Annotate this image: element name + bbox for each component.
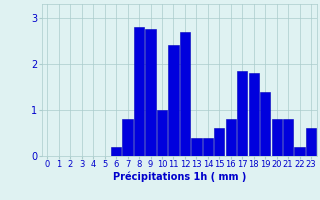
Bar [134,27,144,156]
Bar [203,138,213,156]
Bar [260,92,270,156]
Bar [226,119,236,156]
Bar [168,45,179,156]
X-axis label: Précipitations 1h ( mm ): Précipitations 1h ( mm ) [113,172,246,182]
Bar [111,147,121,156]
Bar [294,147,305,156]
Bar [157,110,167,156]
Bar [237,71,247,156]
Bar [306,128,316,156]
Bar [145,29,156,156]
Bar [180,32,190,156]
Bar [271,119,282,156]
Bar [283,119,293,156]
Bar [249,73,259,156]
Bar [214,128,225,156]
Bar [123,119,133,156]
Bar [191,138,202,156]
